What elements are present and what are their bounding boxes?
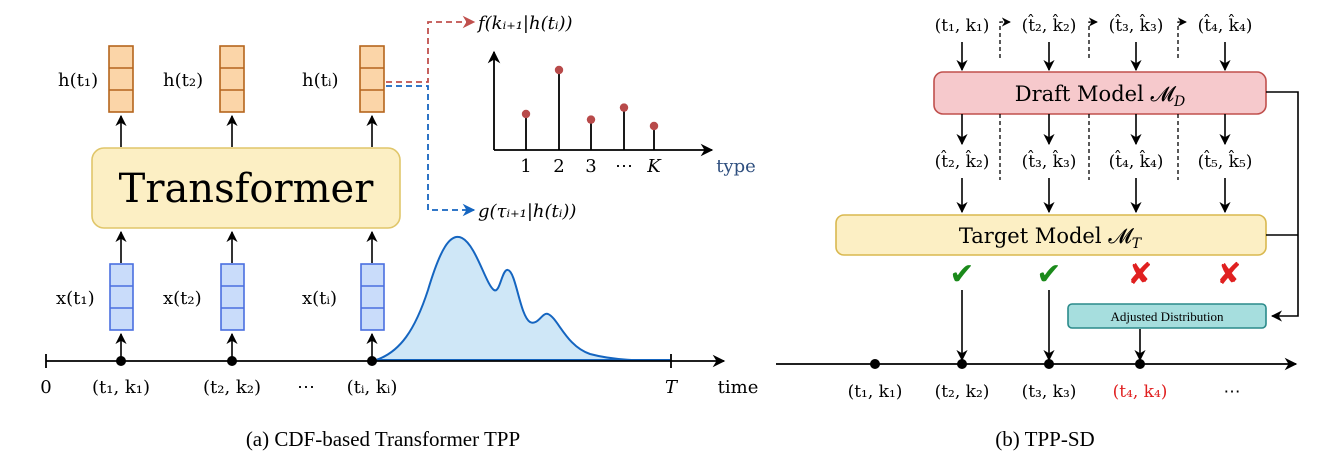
stem-dot-4 bbox=[619, 103, 629, 112]
draft-output-2: (t̂₃, k̂₃) bbox=[1022, 150, 1077, 172]
hidden-label-i: h(tᵢ) bbox=[302, 70, 339, 91]
draft-model-label: Draft Model 𝓜 bbox=[1015, 82, 1177, 106]
hidden-state-2 bbox=[219, 45, 245, 113]
adjusted-distribution-box bbox=[1067, 303, 1267, 329]
hidden-label-1: h(t₁) bbox=[58, 70, 98, 91]
timeline-ellipsis: ⋯ bbox=[297, 377, 315, 398]
panel-a: h(t₁) h(t₂) h(tᵢ) Transformer x bbox=[40, 13, 758, 451]
type-tick-3: 3 bbox=[585, 156, 596, 177]
timeline-b-ellipsis: ⋯ bbox=[1224, 382, 1241, 402]
timeline-label-1: (t₁, k₁) bbox=[92, 377, 150, 398]
draft-model-title: Draft Model 𝓜D bbox=[1015, 82, 1185, 110]
red-dashed-arrow bbox=[386, 15, 476, 83]
axis-end-label: T bbox=[665, 377, 679, 398]
blue-dashed-arrow bbox=[386, 85, 476, 217]
draft-input-2: (t̂₂, k̂₂) bbox=[1022, 14, 1077, 36]
target-model-label: Target Model 𝓜 bbox=[959, 224, 1134, 248]
type-tick-2: 2 bbox=[553, 156, 564, 177]
reject-cross-1: ✘ bbox=[1127, 257, 1152, 292]
type-tick-1: 1 bbox=[520, 156, 531, 177]
time-density-curve bbox=[375, 235, 671, 362]
stem-dot-5 bbox=[649, 121, 659, 131]
draft-input-1: (t₁, k₁) bbox=[935, 16, 990, 36]
event-dot-2 bbox=[227, 356, 237, 366]
timeline-b-label-2: (t₂, k₂) bbox=[935, 382, 990, 402]
transformer-block bbox=[91, 147, 401, 229]
event-dot-1 bbox=[116, 356, 126, 366]
caption-b: (b) TPP-SD bbox=[995, 427, 1094, 451]
draft-input-4: (t̂₄, k̂₄) bbox=[1198, 14, 1253, 36]
accept-check-2: ✔ bbox=[1036, 257, 1061, 292]
event-dot-i bbox=[367, 356, 377, 366]
stem-dot-1 bbox=[521, 109, 531, 119]
draft-output-3: (t̂₄, k̂₄) bbox=[1109, 150, 1164, 172]
stem-plot bbox=[521, 65, 659, 150]
accept-check-1: ✔ bbox=[949, 257, 974, 292]
timeline-b-label-4: (t₄, k₄) bbox=[1113, 382, 1168, 402]
transformer-label: Transformer bbox=[119, 166, 375, 212]
target-model-title: Target Model 𝓜T bbox=[959, 224, 1143, 252]
input-label-i: x(tᵢ) bbox=[302, 288, 337, 309]
input-embedding-i bbox=[360, 263, 385, 331]
timeline-label-i: (tᵢ, kᵢ) bbox=[347, 377, 398, 398]
event-dot-b1 bbox=[870, 359, 880, 369]
hidden-label-2: h(t₂) bbox=[163, 70, 203, 91]
type-tick-ellipsis: ⋯ bbox=[615, 156, 633, 177]
stem-dot-3 bbox=[586, 115, 596, 124]
draft-model-block bbox=[933, 71, 1267, 115]
type-distribution-label: f(kᵢ₊₁|h(tᵢ)) bbox=[476, 13, 573, 34]
draft-input-3: (t̂₃, k̂₃) bbox=[1109, 14, 1164, 36]
caption-a: (a) CDF-based Transformer TPP bbox=[246, 427, 520, 451]
axis-start-label: 0 bbox=[40, 377, 51, 398]
event-dot-b2 bbox=[957, 359, 967, 369]
input-label-2: x(t₂) bbox=[163, 288, 202, 309]
draft-output-1: (t̂₂, k̂₂) bbox=[935, 150, 990, 172]
type-tick-k: K bbox=[646, 156, 662, 177]
time-distribution-label: g(τᵢ₊₁|h(tᵢ)) bbox=[478, 201, 576, 222]
time-axis-label: time bbox=[718, 377, 759, 398]
event-dot-b3 bbox=[1044, 359, 1054, 369]
event-dot-b4 bbox=[1135, 359, 1145, 369]
panel-b: (t₁, k₁) (t̂₂, k̂₂) (t̂₃, k̂₃) (t̂₄, k̂₄… bbox=[776, 14, 1299, 451]
input-embedding-2 bbox=[220, 263, 245, 331]
hidden-state-1 bbox=[108, 45, 134, 113]
timeline-b-label-1: (t₁, k₁) bbox=[848, 382, 903, 402]
hidden-state-i bbox=[359, 45, 385, 113]
target-model-subscript: T bbox=[1132, 236, 1143, 252]
timeline-b-label-3: (t₃, k₃) bbox=[1022, 382, 1077, 402]
draft-model-subscript: D bbox=[1173, 94, 1185, 110]
reject-cross-2: ✘ bbox=[1216, 257, 1241, 292]
input-embedding-1 bbox=[109, 263, 134, 331]
timeline-label-2: (t₂, k₂) bbox=[203, 377, 261, 398]
adjusted-distribution-label: Adjusted Distribution bbox=[1110, 309, 1224, 324]
draft-output-4: (t̂₅, k̂₅) bbox=[1198, 150, 1253, 172]
stem-dot-2 bbox=[554, 65, 564, 75]
type-axis-label: type bbox=[716, 156, 756, 177]
input-label-1: x(t₁) bbox=[56, 288, 95, 309]
